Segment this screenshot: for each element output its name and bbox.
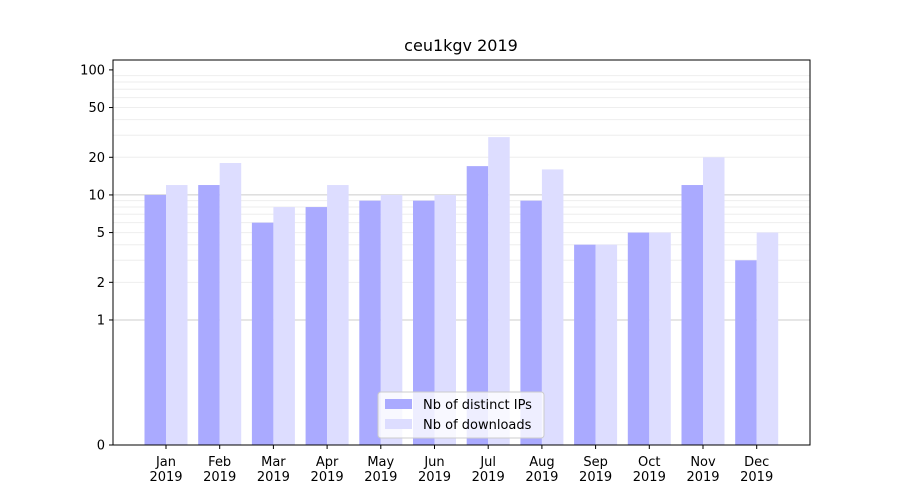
legend-box bbox=[377, 391, 545, 439]
bar-distinct-ips bbox=[359, 200, 381, 445]
bar-distinct-ips bbox=[305, 207, 328, 445]
bar-downloads bbox=[595, 244, 618, 445]
x-tick-label: Feb 2019 bbox=[203, 455, 236, 485]
x-tick-label: Dec 2019 bbox=[740, 455, 773, 485]
y-tick-label: 10 bbox=[88, 188, 105, 203]
legend-label: Nb of distinct IPs bbox=[423, 398, 532, 413]
x-tick-label: Oct 2019 bbox=[633, 455, 666, 485]
bar-distinct-ips bbox=[627, 232, 650, 445]
bar-distinct-ips bbox=[520, 200, 542, 445]
bar-distinct-ips bbox=[681, 185, 703, 445]
bar-distinct-ips bbox=[466, 166, 489, 445]
y-tick-label: 50 bbox=[88, 101, 105, 116]
bar-distinct-ips bbox=[251, 222, 274, 445]
y-tick-label: 2 bbox=[97, 276, 105, 291]
bar-downloads bbox=[703, 157, 725, 445]
bar-downloads bbox=[273, 207, 295, 445]
bar-downloads bbox=[488, 137, 510, 445]
bar-distinct-ips bbox=[144, 194, 166, 445]
legend-label: Nb of downloads bbox=[423, 418, 532, 433]
bar-distinct-ips bbox=[413, 200, 435, 445]
bar-downloads bbox=[219, 163, 242, 445]
x-tick-label: Aug 2019 bbox=[525, 455, 558, 485]
bar-distinct-ips bbox=[574, 244, 596, 445]
bar-downloads bbox=[380, 194, 403, 445]
x-tick-label: Mar 2019 bbox=[257, 455, 290, 485]
x-tick-label: Jul 2019 bbox=[472, 455, 505, 485]
x-tick-label: Sep 2019 bbox=[579, 455, 612, 485]
legend-swatch bbox=[385, 399, 412, 409]
x-tick-label: Nov 2019 bbox=[686, 455, 719, 485]
x-tick-label: Jun 2019 bbox=[418, 455, 451, 485]
axes: 0 1 2 5 10 20 50 100 Jan 2019 Feb 2019 Mar 2019 Apr 201… bbox=[80, 59, 811, 485]
bar-downloads bbox=[649, 232, 671, 445]
x-tick-label: Apr 2019 bbox=[311, 455, 344, 485]
bar-downloads bbox=[541, 169, 564, 445]
bar-downloads bbox=[166, 185, 188, 445]
x-tick-label: May 2019 bbox=[364, 455, 397, 485]
y-tick-label: 100 bbox=[80, 63, 105, 78]
plot-frame bbox=[112, 59, 811, 446]
bar-distinct-ips bbox=[735, 260, 757, 445]
bar-downloads bbox=[756, 232, 779, 445]
bar-downloads bbox=[327, 185, 349, 445]
y-tick-label: 1 bbox=[97, 313, 105, 328]
legend-swatch bbox=[385, 419, 412, 429]
y-tick-label: 0 bbox=[97, 439, 105, 454]
bars bbox=[144, 137, 779, 445]
y-tick-label: 20 bbox=[88, 151, 105, 166]
bar-downloads bbox=[434, 194, 456, 445]
legend: Nb of distinct IPs Nb of downloads bbox=[377, 391, 545, 439]
x-tick-label: Jan 2019 bbox=[149, 455, 182, 485]
chart-title: ceu1kgv 2019 bbox=[404, 36, 518, 55]
y-tick-label: 5 bbox=[97, 226, 105, 241]
bar-distinct-ips bbox=[198, 185, 220, 445]
